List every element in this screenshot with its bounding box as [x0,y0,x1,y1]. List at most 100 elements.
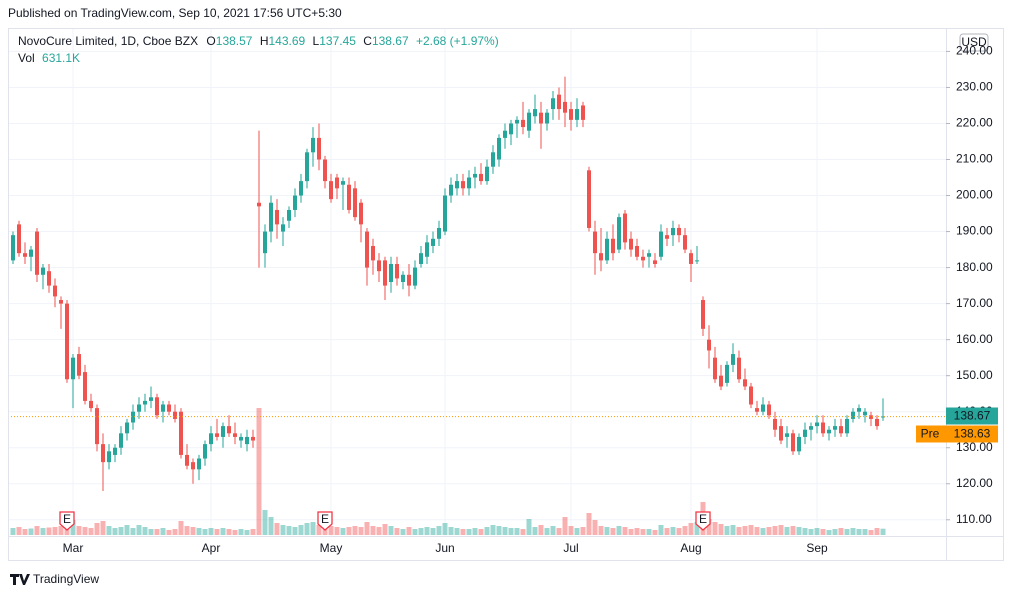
y-tick-label: 180.00 [956,260,993,274]
volume-bar [10,528,16,535]
volume-bar [34,526,40,535]
candle-body [419,253,423,264]
candle-body [467,177,471,189]
candle-body [449,184,453,196]
low-value: 137.45 [319,34,356,48]
volume-bar [598,526,604,535]
candle-body [857,408,861,412]
candle-body [785,433,789,437]
candle-body [761,404,765,412]
candle-body [281,224,285,232]
volume-bar [280,525,286,535]
candle-body [197,458,201,470]
candle-body [815,422,819,427]
volume-bar [112,528,118,535]
earnings-marker [317,511,333,531]
volume-bar [748,525,754,535]
candle-body [389,263,393,282]
volume-bar [616,526,622,535]
candle-body [599,253,603,261]
volume-bar [688,523,694,535]
volume-bar [550,526,556,535]
volume-bar [142,527,148,535]
volume-bar [58,526,64,535]
symbol: NovoCure Limited, 1D, Cboe BZX [18,34,198,48]
volume-bar [244,530,250,535]
x-tick-label: Mar [63,541,84,555]
volume-bar [94,523,100,535]
volume-bar [136,525,142,535]
volume-bar [52,527,58,535]
candle-body [713,357,717,380]
volume-bar [22,529,28,535]
candle-body [29,249,33,257]
volume-bar [262,510,268,535]
volume-bar [490,525,496,535]
volume-bar [508,528,514,535]
volume-bar [148,529,154,535]
published-note: Published on TradingView.com, Sep 10, 20… [8,6,342,20]
candle-body [479,173,483,182]
candle-body [83,372,87,401]
candle-body [23,253,27,257]
change: +2.68 (+1.97%) [416,34,499,48]
volume-bar [16,527,22,535]
volume-bar [670,527,676,535]
earnings-marker [695,511,711,531]
candle-body [107,451,111,463]
candle-body [269,202,273,232]
volume-bar [502,527,508,535]
candle-body [725,364,729,383]
candle-body [755,408,759,412]
volume-bar [82,527,88,535]
y-tick-label: 210.00 [956,152,993,166]
volume-bar [634,528,640,535]
currency-box[interactable] [959,33,989,52]
y-tick-label: 120.00 [956,476,993,490]
candle-body [443,195,447,232]
candle-body [827,429,831,434]
volume-bar [874,528,880,535]
volume-bar [538,525,544,535]
volume-bar [622,527,628,535]
volume-bar [250,529,256,535]
candle-body [95,408,99,445]
volume-bar [340,528,346,535]
volume-bar [88,528,94,535]
volume-bar [418,528,424,535]
volume-bar [856,529,862,535]
y-tick-label: 200.00 [956,188,993,202]
candle-body [635,245,639,257]
volume-bar [394,528,400,535]
candle-body [413,267,417,286]
currency[interactable]: USD [961,35,987,49]
volume-bar [400,529,406,535]
volume-bar [772,526,778,535]
candle-body [155,397,159,416]
candle-body [593,231,597,254]
candle-body [203,444,207,459]
volume-bar [706,519,712,535]
volume-bar [124,525,130,535]
candle-body [143,400,147,405]
candle-body [803,429,807,437]
volume-bar [556,528,562,535]
candle-body [17,224,21,254]
candle-body [719,375,723,387]
candle-body [575,109,579,120]
volume-bar [184,526,190,535]
volume-bar [730,525,736,535]
frame [8,28,1004,561]
candle-body [323,159,327,182]
volume-bar [808,529,814,535]
volume-bar [304,523,310,535]
volume-bar [202,529,208,535]
candle-body [299,181,303,196]
x-tick-label: Jun [435,541,454,555]
candle-body [641,256,645,261]
candle-body [707,339,711,351]
volume-bar [478,529,484,535]
earnings-label: E [321,512,329,526]
volume-bar [334,527,340,535]
y-tick-label: 150.00 [956,368,993,382]
